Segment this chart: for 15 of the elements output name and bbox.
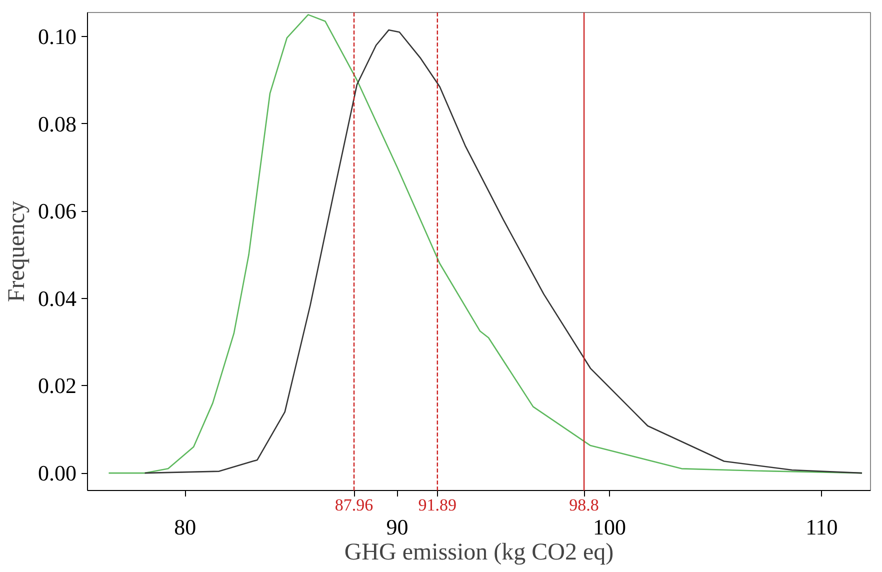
ref-line-label: 91.89 — [418, 496, 457, 514]
x-tick-label: 110 — [806, 514, 838, 540]
y-tick-label: 0.06 — [38, 198, 76, 224]
x-tick-label: 80 — [174, 514, 196, 540]
x-tick-label: 100 — [593, 514, 626, 540]
x-tick-label: 90 — [386, 514, 408, 540]
y-tick-label: 0.10 — [38, 24, 76, 50]
x-axis-title: GHG emission (kg CO2 eq) — [344, 540, 614, 566]
ref-line-label: 98.8 — [569, 496, 599, 514]
y-tick-label: 0.02 — [38, 373, 76, 398]
y-tick-label: 0.08 — [38, 111, 76, 136]
y-tick-label: 0.04 — [38, 286, 76, 311]
y-axis-title: Frequency — [4, 200, 30, 302]
ref-line-label: 87.96 — [334, 496, 374, 514]
y-tick-label: 0.00 — [38, 460, 76, 486]
